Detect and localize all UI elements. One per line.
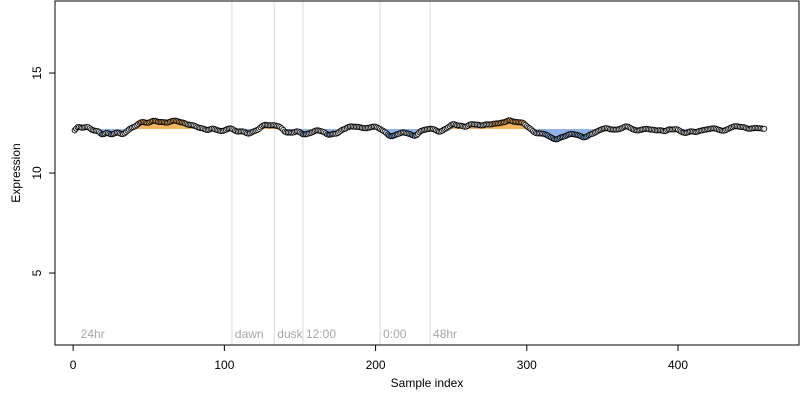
x-axis: 0 100 200 300 400 [70,344,688,372]
x-tick-label: 200 [366,358,386,372]
phase-label: 0:00 [383,327,407,341]
phase-label: 48hr [433,327,457,341]
data-points [71,117,768,143]
phase-label: 12:00 [306,327,336,341]
x-tick-label: 400 [668,358,688,372]
y-tick-label: 10 [30,166,44,180]
x-axis-label: Sample index [391,376,464,390]
y-axis: 5 10 15 [30,66,56,276]
plot-frame [54,0,800,346]
y-tick-label: 15 [30,66,44,80]
data-point [761,125,768,132]
phase-label: dawn [235,327,264,341]
phase-label: dusk [277,327,303,341]
phase-divider-lines [231,1,431,345]
phase-annotations: 24hr dawn dusk 12:00 0:00 48hr [81,327,457,341]
x-tick-label: 0 [70,358,77,372]
y-axis-label: Expression [9,143,23,202]
x-tick-label: 100 [214,358,234,372]
x-tick-label: 300 [517,358,537,372]
y-tick-label: 5 [30,269,44,276]
phase-label: 24hr [81,327,105,341]
